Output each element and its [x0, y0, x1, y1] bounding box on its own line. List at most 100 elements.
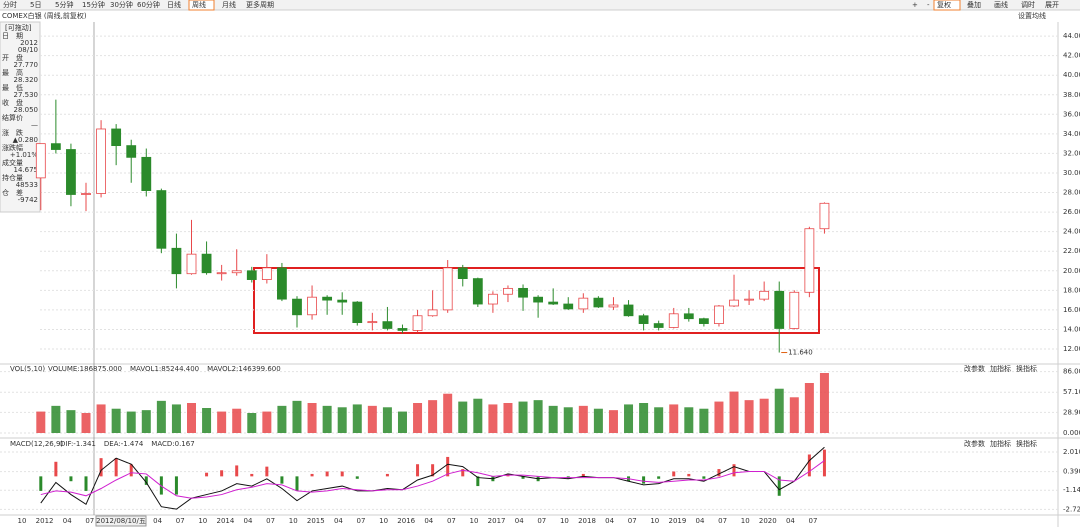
toolbar-tab[interactable]: 5日	[30, 1, 41, 9]
macd-bar	[129, 464, 133, 477]
toolbar-tab[interactable]: 5分钟	[55, 0, 73, 9]
volume-bar	[563, 407, 573, 433]
tab-active	[188, 0, 215, 11]
candle-body	[653, 323, 664, 328]
macd-bar	[54, 461, 58, 477]
y-tick-label: 28.900	[1063, 408, 1080, 416]
panel-button[interactable]: 改参数	[964, 364, 985, 373]
macd-bar	[702, 476, 706, 479]
candle-body	[397, 328, 408, 331]
panel-button[interactable]: 加指标	[990, 439, 1011, 448]
volume-bar	[503, 403, 513, 433]
macd-bar	[205, 472, 209, 477]
y-tick-label: 14.000	[1063, 325, 1080, 333]
x-tick-label: 2014	[216, 517, 234, 525]
y-tick-label: 22.000	[1063, 247, 1080, 255]
volume-bar	[36, 411, 46, 433]
macd-bar	[280, 476, 284, 484]
candle-body	[698, 318, 709, 324]
y-tick-label: 42.000	[1063, 52, 1080, 60]
volume-bar	[639, 403, 649, 433]
macd-bar	[310, 473, 314, 477]
candle-body	[668, 313, 679, 328]
info-panel	[0, 21, 41, 213]
macd-line	[40, 460, 825, 499]
macd-bar	[732, 464, 736, 477]
macd-bar	[99, 458, 103, 477]
y-tick-label: 57.100	[1063, 388, 1080, 396]
y-tick-label: 0.390	[1063, 468, 1080, 476]
y-tick-label: -2.720	[1063, 505, 1080, 513]
toolbar-tab[interactable]: 更多周期	[246, 0, 274, 9]
volume-bar	[397, 411, 407, 433]
x-tick-label: 10	[560, 517, 569, 525]
toolbar-tab[interactable]: 分时	[3, 0, 17, 9]
x-tick-label: 07	[357, 517, 366, 525]
toolbar-button[interactable]: 展开	[1045, 1, 1059, 9]
x-tick-label: 2020	[759, 517, 777, 525]
volume-bar	[669, 404, 679, 433]
toolbar-tab[interactable]: 周线	[192, 0, 206, 9]
macd-bar	[717, 469, 721, 477]
toolbar-button[interactable]: 复权	[937, 0, 951, 9]
x-tick-label: 10	[18, 517, 27, 525]
volume-bar	[578, 405, 588, 433]
macd-bar	[385, 473, 389, 477]
candle-body	[593, 297, 604, 308]
x-tick-label: 04	[244, 517, 253, 525]
volume-bar	[307, 403, 317, 433]
candle-body	[548, 301, 559, 305]
volume-bar	[171, 404, 181, 433]
macd-bar	[340, 471, 344, 477]
volume-bar	[789, 397, 799, 433]
candle-body	[201, 253, 212, 274]
panel-button[interactable]: 加指标	[990, 364, 1011, 373]
x-tick-label: 04	[515, 517, 524, 525]
legend-item: VOLUME:186875.000	[48, 365, 122, 373]
y-tick-label: 28.000	[1063, 189, 1080, 197]
macd-bar	[69, 476, 73, 482]
info-value: ▲0.280	[13, 136, 38, 144]
volume-bar	[443, 393, 453, 433]
volume-bar	[382, 407, 392, 433]
ma-button[interactable]: 设置均线	[1018, 11, 1046, 20]
candle-body	[804, 228, 815, 293]
toolbar-button[interactable]: 画线	[994, 0, 1008, 9]
candle-body	[171, 247, 182, 275]
y-tick-label: 18.000	[1063, 286, 1080, 294]
panel-name: MACD(12,26,9)	[10, 440, 63, 448]
toolbar-button[interactable]: -	[927, 1, 930, 9]
toolbar-tab[interactable]: 日线	[167, 0, 181, 9]
candle-body	[66, 149, 76, 195]
volume-bar	[66, 410, 76, 433]
toolbar-button[interactable]: +	[912, 1, 918, 9]
candle-body	[563, 303, 574, 310]
y-tick-label: 36.000	[1063, 110, 1080, 118]
candle-body	[533, 296, 544, 303]
toolbar-tab[interactable]: 60分钟	[137, 0, 160, 9]
toolbar-tab[interactable]: 30分钟	[110, 0, 133, 9]
toolbar-tab[interactable]: 15分钟	[82, 0, 105, 9]
x-tick-label: 2019	[668, 517, 686, 525]
toolbar-tab[interactable]: 月线	[222, 0, 236, 9]
macd-bar	[642, 476, 646, 484]
volume-bar	[759, 398, 769, 433]
panel-button[interactable]: 改参数	[964, 439, 985, 448]
candle-body	[442, 267, 453, 311]
candle-body	[96, 128, 106, 194]
candle-body	[216, 272, 227, 275]
volume-bar	[141, 410, 151, 433]
info-value: 28.050	[14, 106, 39, 114]
toolbar-button[interactable]: 调时	[1021, 0, 1035, 9]
x-tick-label: 10	[198, 517, 207, 525]
candle-body	[111, 128, 122, 147]
volume-bar	[699, 408, 709, 433]
candle-body	[50, 143, 61, 150]
toolbar-button[interactable]: 叠加	[967, 0, 981, 9]
info-value: 48533	[16, 181, 38, 189]
panel-button[interactable]: 换指标	[1016, 364, 1037, 373]
x-tick-label: 04	[696, 517, 705, 525]
x-tick-label: 07	[447, 517, 456, 525]
info-value: 2012	[20, 39, 38, 47]
panel-button[interactable]: 换指标	[1016, 439, 1037, 448]
